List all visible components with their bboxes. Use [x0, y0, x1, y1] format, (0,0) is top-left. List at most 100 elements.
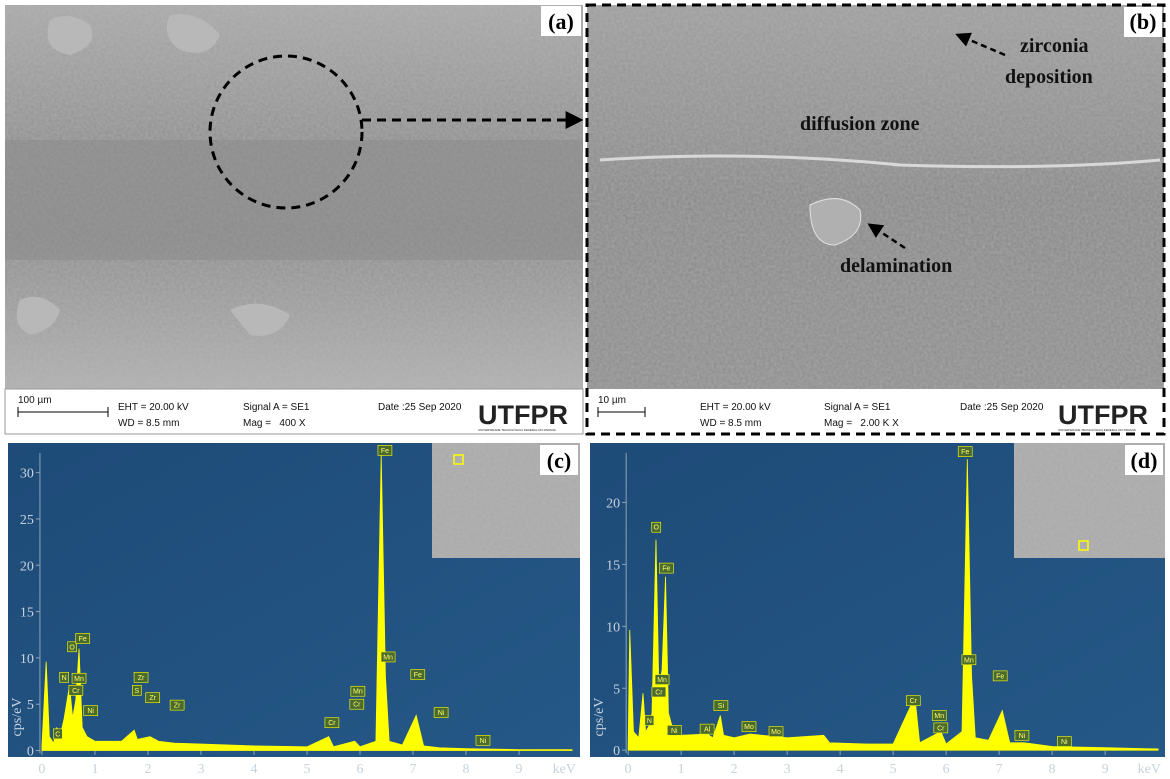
- y-tick-label: 10: [606, 620, 620, 635]
- peak-label: Zr: [138, 675, 145, 682]
- eht: EHT = 20.00 kV: [700, 402, 771, 413]
- peak-label: Cr: [910, 698, 918, 705]
- signal: Signal A = SE1: [243, 402, 310, 413]
- x-tick-label: 8: [1049, 762, 1056, 777]
- scale-label: 10 µm: [598, 395, 626, 406]
- date: Date :25 Sep 2020: [960, 402, 1044, 413]
- mag: Mag = 2.00 K X: [824, 418, 899, 429]
- peak-label: C: [55, 731, 60, 738]
- x-tick-label: 7: [996, 762, 1003, 777]
- peak-label: Fe: [414, 672, 422, 679]
- peak-label: Ni: [1061, 739, 1068, 746]
- peak-label: Mn: [383, 654, 393, 661]
- y-tick-label: 25: [20, 513, 34, 528]
- eds-chart: 0 5 10 15 20 25 30 0 1 2 3 4 5 6 7 8 9 keV cps/eV C N O Cr Mn Fe…: [8, 443, 580, 777]
- peak-label: Mn: [353, 689, 363, 696]
- x-tick-label: 1: [678, 762, 685, 777]
- x-tick-label: 0: [38, 762, 45, 777]
- peak-label: Mn: [934, 713, 944, 720]
- x-tick-label: 5: [303, 762, 310, 777]
- x-tick-label: 4: [250, 762, 257, 777]
- x-tick-label: 2: [144, 762, 151, 777]
- x-tick-label: 0: [625, 762, 632, 777]
- scale-label: 100 µm: [18, 395, 52, 406]
- peak-label: Mn: [964, 657, 974, 664]
- logo-subtitle: UNIVERSIDADE TECNOLÓGICA FEDERAL DO PARA…: [1058, 427, 1136, 432]
- peak-label: Mn: [657, 677, 667, 684]
- peak-label: Mn: [74, 676, 84, 683]
- x-tick-label: 4: [837, 762, 844, 777]
- x-tick-label: 9: [516, 762, 523, 777]
- peak-label: Cr: [937, 725, 945, 732]
- y-tick-label: 15: [606, 558, 620, 573]
- annotation: delamination: [840, 255, 952, 277]
- peak-label: Cr: [655, 689, 663, 696]
- sem-panel-b: (b) zirconia deposition diffusion zone d…: [587, 5, 1164, 434]
- figure: (a) 100 µm EHT = 20.00 kV WD = 8.5 mm Si…: [0, 0, 1170, 779]
- x-tick-label: 2: [731, 762, 738, 777]
- y-tick-label: 15: [20, 606, 34, 621]
- panel-label: (d): [1131, 448, 1158, 473]
- peak-label: O: [69, 644, 75, 651]
- panel-label: (b): [1130, 9, 1157, 34]
- y-tick-label: 0: [27, 745, 34, 760]
- annotation: zirconia: [1020, 35, 1089, 57]
- eht: EHT = 20.00 kV: [118, 402, 189, 413]
- panel-label: (a): [548, 9, 574, 34]
- peak-label: Cr: [353, 702, 361, 709]
- x-tick-label: 6: [357, 762, 364, 777]
- peak-label: Ni: [438, 710, 445, 717]
- y-axis-label: cps/eV: [10, 698, 25, 737]
- logo-subtitle: UNIVERSIDADE TECNOLÓGICA FEDERAL DO PARA…: [478, 427, 556, 432]
- y-tick-label: 20: [606, 496, 620, 511]
- date: Date :25 Sep 2020: [378, 402, 462, 413]
- peak-label: Cr: [72, 688, 80, 695]
- peak-label: Ni: [480, 738, 487, 745]
- panel-label: (c): [547, 448, 571, 473]
- wear-track: [5, 140, 583, 260]
- peak-label: Zr: [149, 695, 156, 702]
- peak-label: Fe: [381, 448, 389, 455]
- peak-label: Cr: [328, 720, 336, 727]
- peak-label: Ni: [1019, 733, 1026, 740]
- mag: Mag = 400 X: [243, 418, 306, 429]
- signal: Signal A = SE1: [824, 402, 891, 413]
- y-tick-label: 30: [20, 467, 34, 482]
- x-tick-label: 8: [463, 762, 470, 777]
- peak-label: Mo: [771, 729, 781, 736]
- peak-label: Ni: [671, 728, 678, 735]
- y-tick-label: 20: [20, 559, 34, 574]
- sem-texture: [587, 5, 1164, 389]
- peak-label: Ni: [87, 708, 94, 715]
- peak-label: Al: [704, 727, 711, 734]
- x-tick-label: 1: [91, 762, 98, 777]
- logo: UTFPR: [1058, 400, 1148, 430]
- x-tick-label: 7: [410, 762, 417, 777]
- x-tick-label: 5: [890, 762, 897, 777]
- y-tick-label: 5: [613, 682, 620, 697]
- peak-label: Zr: [174, 703, 181, 710]
- y-tick-label: 5: [27, 698, 34, 713]
- x-tick-label: 6: [943, 762, 950, 777]
- y-tick-label: 10: [20, 652, 34, 667]
- wd: WD = 8.5 mm: [700, 418, 761, 429]
- x-tick-label: 3: [784, 762, 791, 777]
- y-tick-label: 0: [613, 744, 620, 759]
- annotation: diffusion zone: [800, 113, 920, 135]
- wd: WD = 8.5 mm: [118, 418, 179, 429]
- page: {"panels": [ {"label": "(a)", "scale_bar…: [0, 0, 1170, 779]
- peak-label: S: [134, 688, 139, 695]
- y-axis-label: cps/eV: [592, 698, 607, 737]
- peak-label: O: [654, 525, 660, 532]
- annotation: deposition: [1005, 66, 1093, 88]
- sem-panel-a: (a) 100 µm EHT = 20.00 kV WD = 8.5 mm Si…: [5, 5, 583, 434]
- x-tick-label: 3: [197, 762, 204, 777]
- peak-label: N: [647, 718, 652, 725]
- peak-label: N: [62, 675, 67, 682]
- x-axis-label: keV: [553, 762, 576, 777]
- peak-label: Fe: [79, 636, 87, 643]
- x-axis-label: keV: [1138, 762, 1161, 777]
- peak-label: Fe: [662, 566, 670, 573]
- x-tick-label: 9: [1102, 762, 1109, 777]
